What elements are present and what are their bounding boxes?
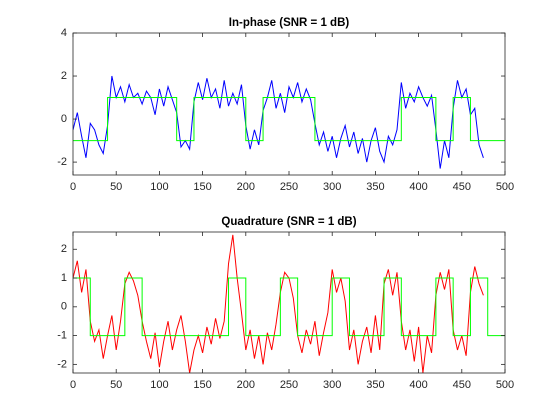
x-tick-label: 400 — [409, 181, 427, 193]
x-tick-label: 350 — [366, 379, 384, 391]
data-line — [73, 277, 505, 337]
data-line — [73, 234, 484, 373]
x-tick-label: 200 — [237, 181, 255, 193]
y-tick-label: 0 — [61, 301, 67, 313]
x-tick-label: 200 — [237, 379, 255, 391]
x-tick-label: 300 — [323, 181, 341, 193]
x-tick-label: 100 — [150, 181, 168, 193]
y-tick-label: 2 — [61, 243, 67, 255]
y-tick-label: -2 — [57, 156, 67, 168]
y-tick-label: 1 — [61, 272, 67, 284]
data-line — [73, 75, 484, 169]
chart-title: Quadrature (SNR = 1 dB) — [221, 216, 356, 228]
data-line — [73, 97, 505, 142]
y-tick-label: 2 — [61, 70, 67, 82]
x-tick-label: 50 — [110, 181, 122, 193]
x-tick-label: 0 — [70, 379, 76, 391]
x-tick-label: 350 — [366, 181, 384, 193]
x-tick-label: 150 — [193, 181, 211, 193]
x-tick-label: 250 — [280, 181, 298, 193]
y-tick-label: -1 — [57, 329, 67, 341]
y-tick-label: -2 — [57, 358, 67, 370]
chart-title: In-phase (SNR = 1 dB) — [229, 17, 350, 29]
x-tick-label: 250 — [280, 379, 298, 391]
x-tick-label: 500 — [496, 379, 514, 391]
x-tick-label: 150 — [193, 379, 211, 391]
x-tick-label: 400 — [409, 379, 427, 391]
x-tick-label: 50 — [110, 379, 122, 391]
x-tick-label: 450 — [453, 379, 471, 391]
x-tick-label: 450 — [453, 181, 471, 193]
x-tick-label: 100 — [150, 379, 168, 391]
y-tick-label: 4 — [61, 27, 67, 39]
x-tick-label: 300 — [323, 379, 341, 391]
x-tick-label: 500 — [496, 181, 514, 193]
x-tick-label: 0 — [70, 181, 76, 193]
y-tick-label: 0 — [61, 113, 67, 125]
